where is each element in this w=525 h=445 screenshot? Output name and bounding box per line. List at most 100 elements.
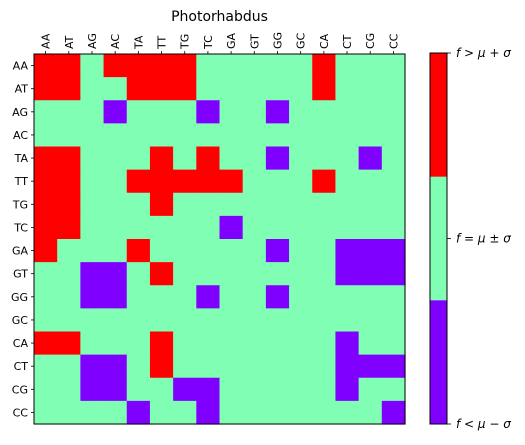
heatmap-cell-AA-AC bbox=[103, 54, 128, 78]
heatmap-cell-GA-CA bbox=[312, 239, 337, 263]
heatmap-cell-TG-CC bbox=[381, 192, 406, 217]
heatmap-cell-TC-TG bbox=[173, 215, 197, 240]
heatmap-cell-CT-CC bbox=[381, 354, 406, 379]
heatmap-cell-AA-GA bbox=[219, 54, 244, 78]
heatmap-cell-AG-TC bbox=[196, 100, 221, 124]
heatmap-cell-GT-AA bbox=[34, 262, 58, 286]
heatmap-cell-TG-GG bbox=[265, 192, 290, 217]
heatmap-cell-AT-TG bbox=[173, 77, 197, 101]
x-label-AT: AT bbox=[63, 35, 76, 49]
heatmap-cell-TA-TC bbox=[196, 146, 221, 171]
heatmap-cell-CG-CT bbox=[335, 377, 360, 402]
heatmap-cell-TA-TA bbox=[126, 146, 151, 171]
heatmap-cell-TT-AT bbox=[57, 169, 81, 194]
heatmap-cell-GG-GA bbox=[219, 285, 244, 309]
heatmap-cell-GT-GG bbox=[265, 262, 290, 286]
y-label-TT: TT bbox=[14, 175, 29, 188]
heatmap-cell-AA-AA bbox=[34, 54, 58, 78]
heatmap-cell-GT-CA bbox=[312, 262, 337, 286]
y-label-TG: TG bbox=[12, 198, 28, 211]
colorbar-labels: f < μ − σ f = μ ± σ f > μ + σ bbox=[447, 46, 511, 431]
heatmap-cell-GA-AG bbox=[80, 239, 105, 263]
heatmap-cell-CA-AT bbox=[57, 331, 81, 356]
heatmap-cell-TG-GT bbox=[242, 192, 267, 217]
x-axis-labels: AA AT AG AC TA TT TG TC GA GT GG GC CA CT CG CC bbox=[40, 32, 400, 54]
heatmap-cell-CC-AG bbox=[80, 400, 105, 425]
heatmap-cell-AT-TT bbox=[149, 77, 174, 101]
heatmap-cell-AA-GT bbox=[242, 54, 267, 78]
heatmap-cell-TC-CT bbox=[335, 215, 360, 240]
heatmap-cell-GA-TA bbox=[126, 239, 151, 263]
heatmap-cell-TC-TT bbox=[149, 215, 174, 240]
heatmap-cell-TA-AG bbox=[80, 146, 105, 171]
heatmap-cell-CC-GA bbox=[219, 400, 244, 425]
heatmap-cell-TT-TT bbox=[149, 169, 174, 194]
heatmap-cell-TT-TC bbox=[196, 169, 221, 194]
heatmap-cell-GG-GT bbox=[242, 285, 267, 309]
heatmap-cell-AG-AA bbox=[34, 100, 58, 124]
heatmap-cell-GT-GC bbox=[289, 262, 313, 286]
x-label-GC: GC bbox=[295, 32, 308, 49]
heatmap-cell-GC-AC bbox=[103, 308, 128, 333]
heatmap-cell-CG-GC bbox=[289, 377, 313, 402]
heatmap-cell-TG-AC bbox=[103, 192, 128, 217]
heatmap-cell-TC-CG bbox=[358, 215, 383, 240]
heatmap-cell-CG-GG bbox=[265, 377, 290, 402]
heatmap-cell-AT-TC bbox=[196, 77, 221, 101]
heatmap-cell-CC-TG bbox=[173, 400, 197, 425]
heatmap-cell-AT-CC bbox=[381, 77, 406, 101]
heatmap-cell-GG-CA bbox=[312, 285, 337, 309]
heatmap-cells bbox=[34, 54, 406, 425]
heatmap-cell-GT-GA bbox=[219, 262, 244, 286]
y-label-GG: GG bbox=[11, 291, 28, 304]
heatmap-cell-AT-CT bbox=[335, 77, 360, 101]
heatmap-cell-TA-GG bbox=[265, 146, 290, 171]
y-axis-labels: AA AT AG AC TA TT TG TC GA GT GG GC CA CT CG CC bbox=[11, 60, 34, 419]
heatmap-cell-AG-GT bbox=[242, 100, 267, 124]
heatmap-cell-CA-TT bbox=[149, 331, 174, 356]
heatmap-cell-CT-TA bbox=[126, 354, 151, 379]
y-label-CA: CA bbox=[13, 337, 29, 350]
x-label-CG: CG bbox=[364, 33, 377, 49]
heatmap-cell-GC-CG bbox=[358, 308, 383, 333]
heatmap-cell-CT-TC bbox=[196, 354, 221, 379]
x-label-CA: CA bbox=[318, 33, 331, 49]
heatmap-cell-AA-AG bbox=[80, 54, 105, 78]
heatmap-cell-CG-GT bbox=[242, 377, 267, 402]
heatmap-cell-TT-TG bbox=[173, 169, 197, 194]
heatmap-cell-GT-TG bbox=[173, 262, 197, 286]
heatmap-cell-GC-TT bbox=[149, 308, 174, 333]
colorbar-label-high: f > μ + σ bbox=[456, 46, 511, 60]
heatmap-cell-TC-TC bbox=[196, 215, 221, 240]
heatmap-cell-CC-TC bbox=[196, 400, 221, 425]
heatmap-cell-CA-GA bbox=[219, 331, 244, 356]
heatmap-cell-AG-AT bbox=[57, 100, 81, 124]
heatmap-cell-CG-AA bbox=[34, 377, 58, 402]
x-label-AG: AG bbox=[86, 33, 99, 49]
heatmap-cell-AT-CG bbox=[358, 77, 383, 101]
heatmap-cell-AC-CA bbox=[312, 123, 337, 148]
heatmap-cell-GA-AA bbox=[34, 239, 58, 263]
heatmap-cell-TT-CC bbox=[381, 169, 406, 194]
heatmap-cell-TC-GT bbox=[242, 215, 267, 240]
heatmap-cell-TA-CC bbox=[381, 146, 406, 171]
heatmap-cell-TC-AA bbox=[34, 215, 58, 240]
heatmap-cell-CC-GC bbox=[289, 400, 313, 425]
y-label-CC: CC bbox=[13, 406, 29, 419]
heatmap-cell-GA-GG bbox=[265, 239, 290, 263]
heatmap-cell-GG-TT bbox=[149, 285, 174, 309]
heatmap-cell-TA-GA bbox=[219, 146, 244, 171]
heatmap-cell-GG-TG bbox=[173, 285, 197, 309]
heatmap-cell-CT-TT bbox=[149, 354, 174, 379]
heatmap-cell-TG-TA bbox=[126, 192, 151, 217]
heatmap-cell-CA-TG bbox=[173, 331, 197, 356]
heatmap-cell-GC-GG bbox=[265, 308, 290, 333]
heatmap-cell-TC-AC bbox=[103, 215, 128, 240]
heatmap-cell-CA-CA bbox=[312, 331, 337, 356]
heatmap-cell-GT-CT bbox=[335, 262, 360, 286]
colorbar-segment-high bbox=[430, 53, 447, 178]
heatmap-cell-CT-GC bbox=[289, 354, 313, 379]
heatmap-cell-TT-GC bbox=[289, 169, 313, 194]
heatmap-cell-AT-AT bbox=[57, 77, 81, 101]
heatmap-cell-GC-CT bbox=[335, 308, 360, 333]
